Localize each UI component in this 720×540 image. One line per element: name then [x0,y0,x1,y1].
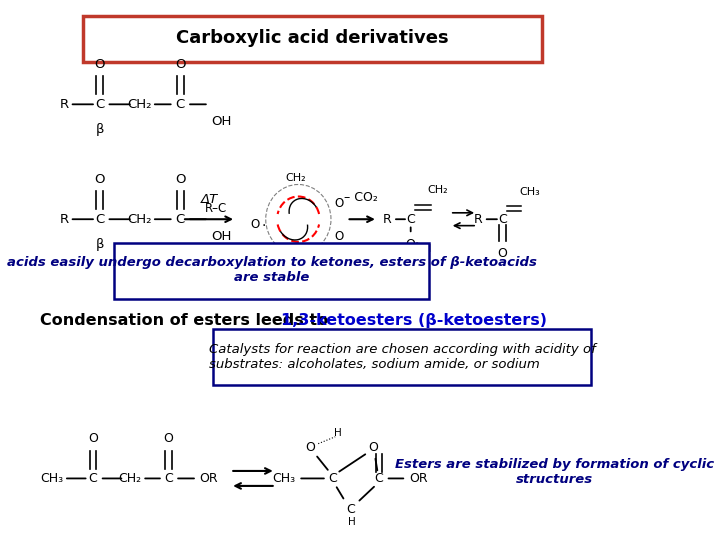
Text: R–C: R–C [205,202,228,215]
Text: C: C [406,213,415,226]
Text: ΔT: ΔT [201,193,218,206]
Text: C: C [164,472,173,485]
Text: Carboxylic acid derivatives: Carboxylic acid derivatives [176,29,449,46]
Text: H: H [423,244,431,254]
Text: CH₂: CH₂ [427,185,448,195]
Text: Condensation of esters leeds to: Condensation of esters leeds to [40,313,334,328]
Text: CH₂: CH₂ [285,173,306,183]
Text: β: β [96,238,104,252]
Text: O: O [175,173,186,186]
Text: 1,3-ketoesters (β-ketoesters): 1,3-ketoesters (β-ketoesters) [282,313,547,328]
Text: H: H [334,428,342,438]
Text: OH: OH [212,230,232,243]
Text: C: C [176,213,185,226]
Text: C: C [328,472,337,485]
FancyBboxPatch shape [213,329,590,385]
Text: OR: OR [409,472,428,485]
Text: O: O [251,218,260,231]
Text: O: O [369,441,378,454]
Text: O: O [88,433,98,446]
Text: CH₃: CH₃ [520,187,540,197]
Text: R: R [474,213,482,226]
Text: β: β [96,124,104,137]
Text: – CO₂: – CO₂ [344,191,378,204]
Text: C: C [95,98,104,111]
Text: R: R [383,213,392,226]
Text: Esters are stabilized by formation of cyclic
structures: Esters are stabilized by formation of cy… [395,458,714,486]
Text: O: O [498,247,508,260]
Text: OH: OH [212,115,232,128]
Text: O: O [334,230,343,243]
Text: O: O [334,197,343,210]
FancyBboxPatch shape [114,244,429,299]
Text: O: O [94,173,105,186]
Text: O: O [175,58,186,71]
Text: C: C [176,98,185,111]
FancyBboxPatch shape [83,16,542,62]
Text: C: C [374,472,383,485]
Text: OR: OR [199,472,218,485]
Text: CH₂: CH₂ [127,98,152,111]
Text: CH₂: CH₂ [127,213,152,226]
Text: O: O [406,238,415,251]
Text: C: C [95,213,104,226]
Text: H: H [348,517,356,527]
Text: O: O [305,441,315,454]
Text: R: R [60,98,68,111]
Text: C: C [346,503,355,516]
Text: .: . [261,215,266,229]
Text: O: O [94,58,105,71]
Text: H: H [283,256,291,267]
Text: O: O [163,433,174,446]
Text: Catalysts for reaction are chosen according with acidity of
substrates: alcohola: Catalysts for reaction are chosen accord… [209,342,595,370]
Text: CH₃: CH₃ [272,472,295,485]
Text: CH₃: CH₃ [40,472,63,485]
Text: C: C [89,472,97,485]
Text: R: R [60,213,68,226]
Text: C: C [498,213,507,226]
Text: CH₂: CH₂ [118,472,141,485]
Text: acids easily undergo decarboxylation to ketones, esters of β-ketoacids
are stabl: acids easily undergo decarboxylation to … [6,256,536,284]
